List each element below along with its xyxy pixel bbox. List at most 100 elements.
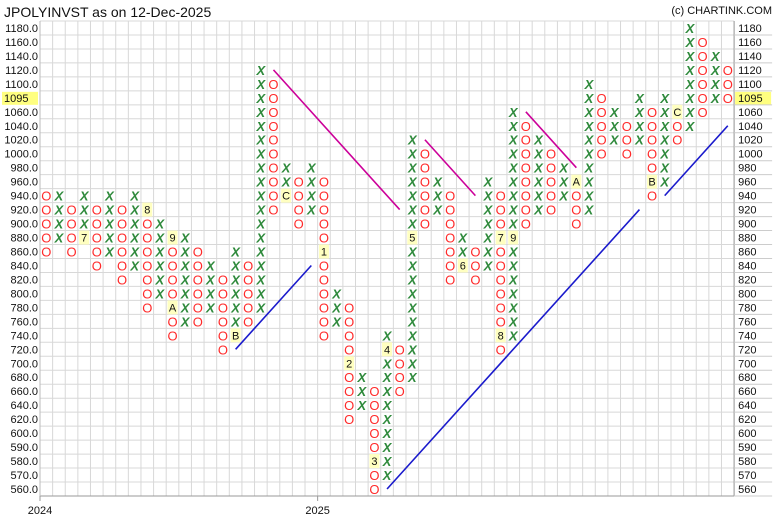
x-box: X [508,203,519,218]
o-box: O [142,217,152,232]
month-marker: 1 [321,247,327,259]
x-box: X [508,300,519,315]
current-price-label-left: 1095 [4,93,28,105]
y-tick-label-left: 640.0 [10,400,38,412]
o-box: O [319,203,329,218]
x-box: X [483,175,494,190]
y-tick-label-right: 1100 [738,79,762,91]
x-box: X [331,300,342,315]
x-box: X [584,189,595,204]
y-tick-label-left: 920.0 [10,205,38,217]
month-marker-bg [495,328,506,343]
y-tick-label-right: 1160 [738,37,762,49]
y-tick-label-right: 1000 [738,149,762,161]
x-box: X [685,49,696,64]
x-box: X [508,133,519,148]
month-marker: C [673,107,681,119]
o-box: O [546,203,556,218]
y-tick-label-right: 840 [738,260,756,272]
x-box: X [533,189,544,204]
x-box: X [407,245,418,260]
x-box: X [306,189,317,204]
resistance-trend-line [424,139,476,197]
x-box: X [634,105,645,120]
y-tick-label-left: 840.0 [10,260,38,272]
o-box: O [395,356,405,371]
x-box: X [659,105,670,120]
y-tick-label-right: 1020 [738,135,762,147]
o-box: O [369,440,379,455]
o-box: O [723,77,733,92]
x-box: X [382,454,393,469]
month-marker: B [232,330,239,342]
month-marker: B [648,177,655,189]
y-tick-label-left: 600.0 [10,428,38,440]
x-box: X [685,119,696,134]
x-box: X [356,370,367,385]
x-box: X [483,258,494,273]
o-box: O [167,258,177,273]
x-box: X [457,231,468,246]
x-box: X [256,217,267,232]
o-box: O [319,217,329,232]
o-box: O [697,49,707,64]
x-box: X [710,77,721,92]
o-box: O [66,231,76,246]
o-box: O [597,147,607,162]
x-box: X [609,105,620,120]
o-box: O [268,203,278,218]
month-marker-bg [318,244,329,259]
month-marker: 9 [510,233,516,245]
o-box: O [41,245,51,260]
y-tick-label-left: 760.0 [10,316,38,328]
o-box: O [445,203,455,218]
o-box: O [395,370,405,385]
x-box: X [79,189,90,204]
x-box: X [230,314,241,329]
y-tick-label-right: 800 [738,288,756,300]
o-box: O [445,272,455,287]
y-tick-label-left: 1140.0 [5,51,38,63]
o-box: O [647,147,657,162]
x-box: X [710,63,721,78]
month-marker: 7 [498,233,504,245]
x-box: X [407,189,418,204]
x-box: X [584,175,595,190]
o-box: O [66,203,76,218]
x-box: X [180,300,191,315]
x-box: X [155,217,166,232]
x-box: X [483,217,494,232]
x-box: X [659,119,670,134]
o-box: O [319,286,329,301]
x-box: X [281,175,292,190]
o-box: O [496,258,506,273]
o-box: O [521,217,531,232]
o-box: O [92,245,102,260]
o-box: O [521,133,531,148]
o-box: O [546,175,556,190]
o-box: O [445,217,455,232]
y-tick-label-left: 1120.0 [5,65,38,77]
x-box: X [205,272,216,287]
y-tick-label-left: 780.0 [10,302,38,314]
y-tick-label-left: 800.0 [10,288,38,300]
x-box: X [685,77,696,92]
x-box: X [256,245,267,260]
x-box: X [155,231,166,246]
x-box: X [104,189,115,204]
o-box: O [697,35,707,50]
x-box: X [508,286,519,301]
x-box: X [306,161,317,176]
x-box: X [407,370,418,385]
o-box: O [697,91,707,106]
resistance-trend-line [525,111,577,169]
y-tick-label-right: 580 [738,456,756,468]
x-box: X [54,189,65,204]
y-tick-label-left: 580.0 [10,456,38,468]
x-box: X [659,133,670,148]
o-box: O [571,217,581,232]
o-box: O [193,300,203,315]
o-box: O [546,147,556,162]
x-box: X [457,245,468,260]
o-box: O [319,189,329,204]
